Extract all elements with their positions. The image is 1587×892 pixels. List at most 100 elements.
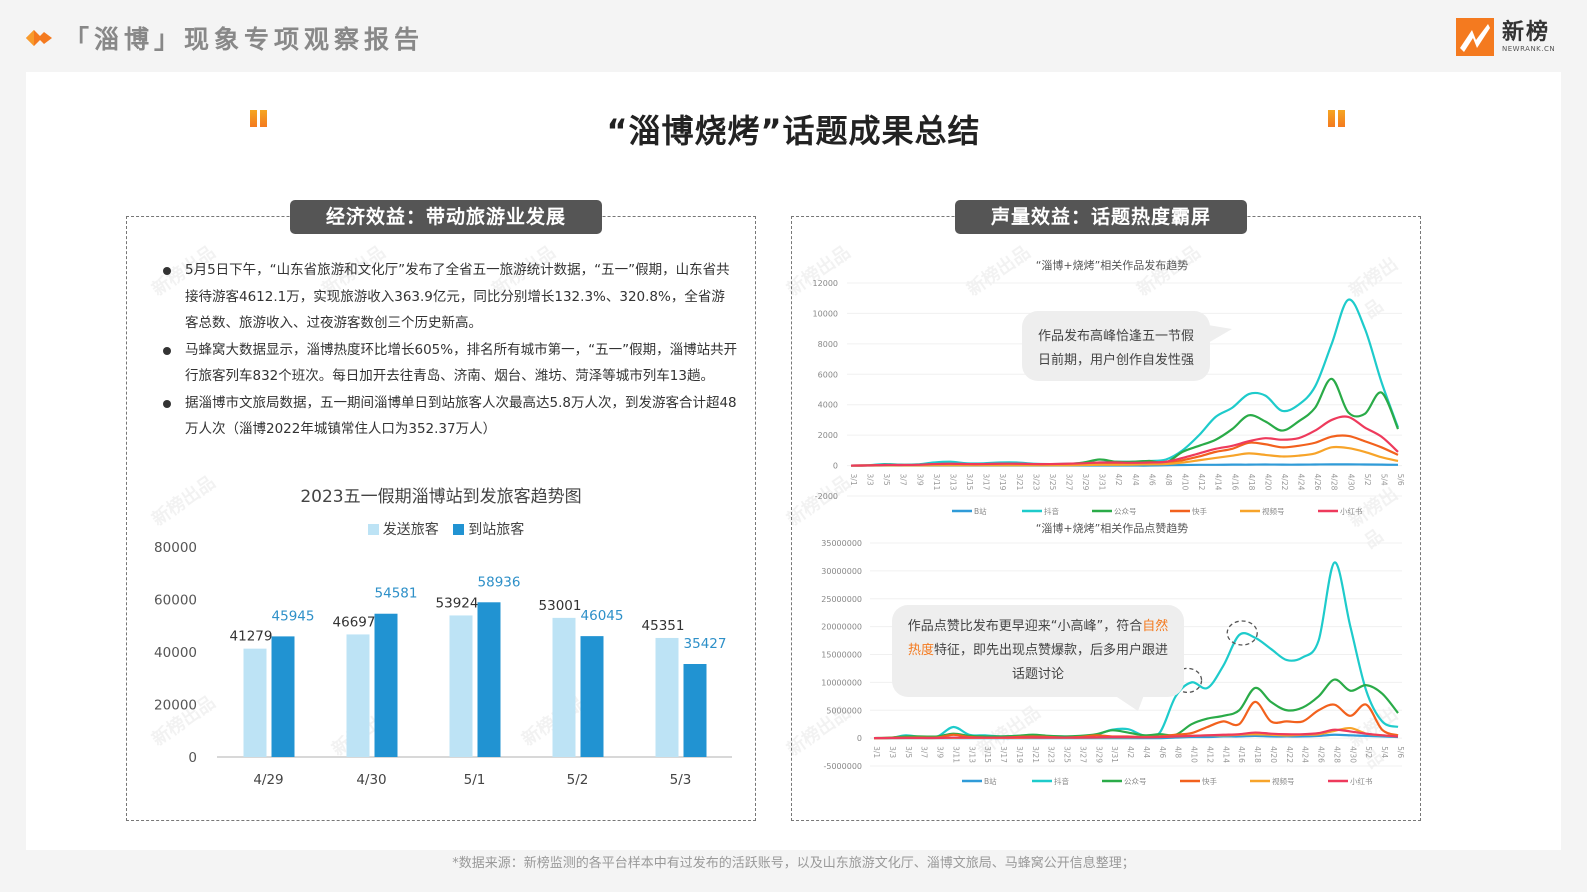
callout-pointer-icon [1114, 695, 1144, 711]
legend-label: B站 [974, 506, 987, 516]
bar-value-label: 41279 [230, 629, 273, 645]
panel-heading-volume: 声量效益：话题热度霸屏 [955, 200, 1248, 234]
x-tick-label: 4/4 [1142, 746, 1151, 758]
x-tick-label: 5/2 [1364, 746, 1373, 758]
bar [580, 636, 604, 757]
legend-label: 视频号 [1272, 776, 1295, 786]
x-tick-label: 3/3 [866, 474, 875, 486]
legend-label: 公众号 [1124, 777, 1147, 786]
quote-left-icon [250, 110, 272, 132]
x-tick-label: 4/10 [1190, 746, 1199, 763]
logo-chinese-text: 新榜 [1502, 20, 1551, 45]
y-tick-label: 8000 [818, 340, 838, 349]
y-tick-label: 25000000 [821, 595, 862, 604]
annotation-circle [1226, 620, 1258, 646]
x-tick-label: 3/7 [920, 746, 929, 758]
bar-value-label: 53001 [539, 598, 582, 614]
x-tick-label: 3/9 [936, 746, 945, 758]
bar-value-label: 46697 [333, 614, 376, 630]
y-tick-label: 4000 [818, 401, 838, 410]
economic-benefit-panel: 经济效益：带动旅游业发展 新榜出品 新榜出品 新榜出品 新榜出品 新榜出品 新榜… [126, 200, 756, 821]
x-tick-label: 3/5 [904, 746, 913, 758]
legend-label: 公众号 [1114, 507, 1137, 516]
x-tick-label: 3/13 [948, 474, 957, 491]
y-tick-label: 15000000 [821, 651, 862, 660]
logo-english-text: NEWRANK.CN [1502, 45, 1556, 53]
y-tick-label: 12000 [813, 279, 838, 288]
x-tick-label: 4/18 [1253, 746, 1262, 763]
bullet-item: 据淄博市文旅局数据，五一期间淄博单日到站旅客人次最高达5.8万人次，到发游客合计… [163, 390, 738, 443]
x-tick-label: 4/22 [1285, 746, 1294, 763]
bar-chart-legend: 发送旅客 到站旅客 [127, 519, 755, 539]
bar [477, 602, 501, 757]
legend-label: 抖音 [1044, 506, 1060, 516]
data-source-footnote: *数据来源：新榜监测的各平台样本中有过发布的活跃账号，以及山东旅游文化厅、淄博文… [452, 856, 1135, 871]
y-tick-label: -5000000 [823, 762, 862, 771]
x-tick-label: 3/21 [1031, 746, 1040, 763]
bar [655, 637, 679, 757]
y-tick-label: -2000 [815, 492, 838, 501]
series-line [850, 445, 1399, 467]
x-tick-label: 3/5 [882, 474, 891, 486]
x-tick-label: 4/30 [1346, 474, 1355, 491]
x-tick-label: 3/17 [982, 474, 991, 491]
bullet-item: 马蜂窝大数据显示，淄博热度环比增长605%，排名所有城市第一，“五一”假期，淄博… [163, 337, 738, 390]
y-tick-label: 35000000 [821, 539, 862, 548]
legend-label: 抖音 [1054, 776, 1070, 786]
bar-chart-title: 2023五一假期淄博站到发旅客趋势图 [300, 487, 582, 507]
x-tick-label: 4/14 [1214, 474, 1223, 491]
x-tick-label: 3/27 [1078, 746, 1087, 763]
x-tick-label: 3/29 [1081, 474, 1090, 491]
x-tick-label: 4/26 [1313, 474, 1322, 491]
line-chart-title: “淄博+烧烤”相关作品发布趋势 [1036, 258, 1189, 272]
x-tick-label: 4/12 [1197, 474, 1206, 491]
x-tick-label: 3/31 [1110, 746, 1119, 763]
bar-chart: 0 20000 40000 60000 80000 41279 45945 4/29 46697… [154, 540, 732, 788]
y-tick-label: 20000 [154, 698, 197, 714]
x-tick-label: 5/2 [567, 772, 589, 788]
bullet-dot-icon [163, 346, 171, 355]
x-tick-label: 4/10 [1181, 474, 1190, 491]
y-tick-label: 60000 [154, 593, 197, 609]
callout-pointer-icon [1208, 325, 1232, 343]
y-tick-label: 0 [188, 750, 197, 766]
bar [271, 636, 295, 757]
y-tick-label: 20000000 [821, 623, 862, 632]
bar-value-label: 54581 [375, 586, 418, 602]
likes-trend-line-chart: “淄博+烧烤”相关作品点赞趋势 -5000000 0 5000000 10000000 1… [821, 522, 1405, 786]
x-tick-label: 3/11 [932, 474, 941, 491]
content-card: “淄博烧烤”话题成果总结 经济效益：带动旅游业发展 新榜出品 新榜出品 新榜出品… [26, 72, 1561, 850]
legend-label: 快手 [1192, 506, 1208, 516]
x-tick-label: 4/18 [1247, 474, 1256, 491]
x-tick-label: 4/28 [1332, 746, 1341, 763]
x-tick-label: 4/20 [1263, 474, 1272, 491]
x-tick-label: 3/19 [1015, 746, 1024, 763]
quote-right-icon [1328, 110, 1350, 132]
callout-publish-peak: 作品发布高峰恰逢五一节假日前期，用户创作自发性强 [1022, 311, 1232, 381]
x-tick-label: 4/14 [1221, 746, 1230, 763]
panel-heading-economic: 经济效益：带动旅游业发展 [290, 200, 603, 234]
x-tick-label: 3/29 [1094, 746, 1103, 763]
x-tick-label: 4/2 [1126, 746, 1135, 758]
bar-value-label: 58936 [478, 574, 521, 590]
x-tick-label: 3/9 [915, 474, 924, 486]
x-tick-label: 4/16 [1230, 474, 1239, 491]
bar [552, 617, 576, 757]
x-tick-label: 3/31 [1098, 474, 1107, 491]
y-tick-label: 80000 [154, 540, 197, 556]
x-tick-label: 4/26 [1317, 746, 1326, 763]
x-tick-label: 3/1 [872, 746, 881, 758]
x-tick-label: 4/24 [1297, 474, 1306, 491]
annotation-circle [1172, 667, 1203, 694]
x-tick-label: 3/15 [965, 474, 974, 491]
bar [449, 615, 473, 757]
newrank-logo: 新榜 NEWRANK.CN [1456, 18, 1555, 56]
x-tick-label: 4/22 [1280, 474, 1289, 491]
legend-label: 视频号 [1262, 506, 1285, 516]
x-tick-label: 4/29 [253, 772, 283, 788]
series-line [873, 678, 1399, 740]
x-tick-label: 4/8 [1174, 746, 1183, 758]
brand-diamond-icon [26, 30, 52, 46]
x-tick-label: 5/1 [464, 772, 486, 788]
x-tick-label: 4/6 [1158, 746, 1167, 758]
